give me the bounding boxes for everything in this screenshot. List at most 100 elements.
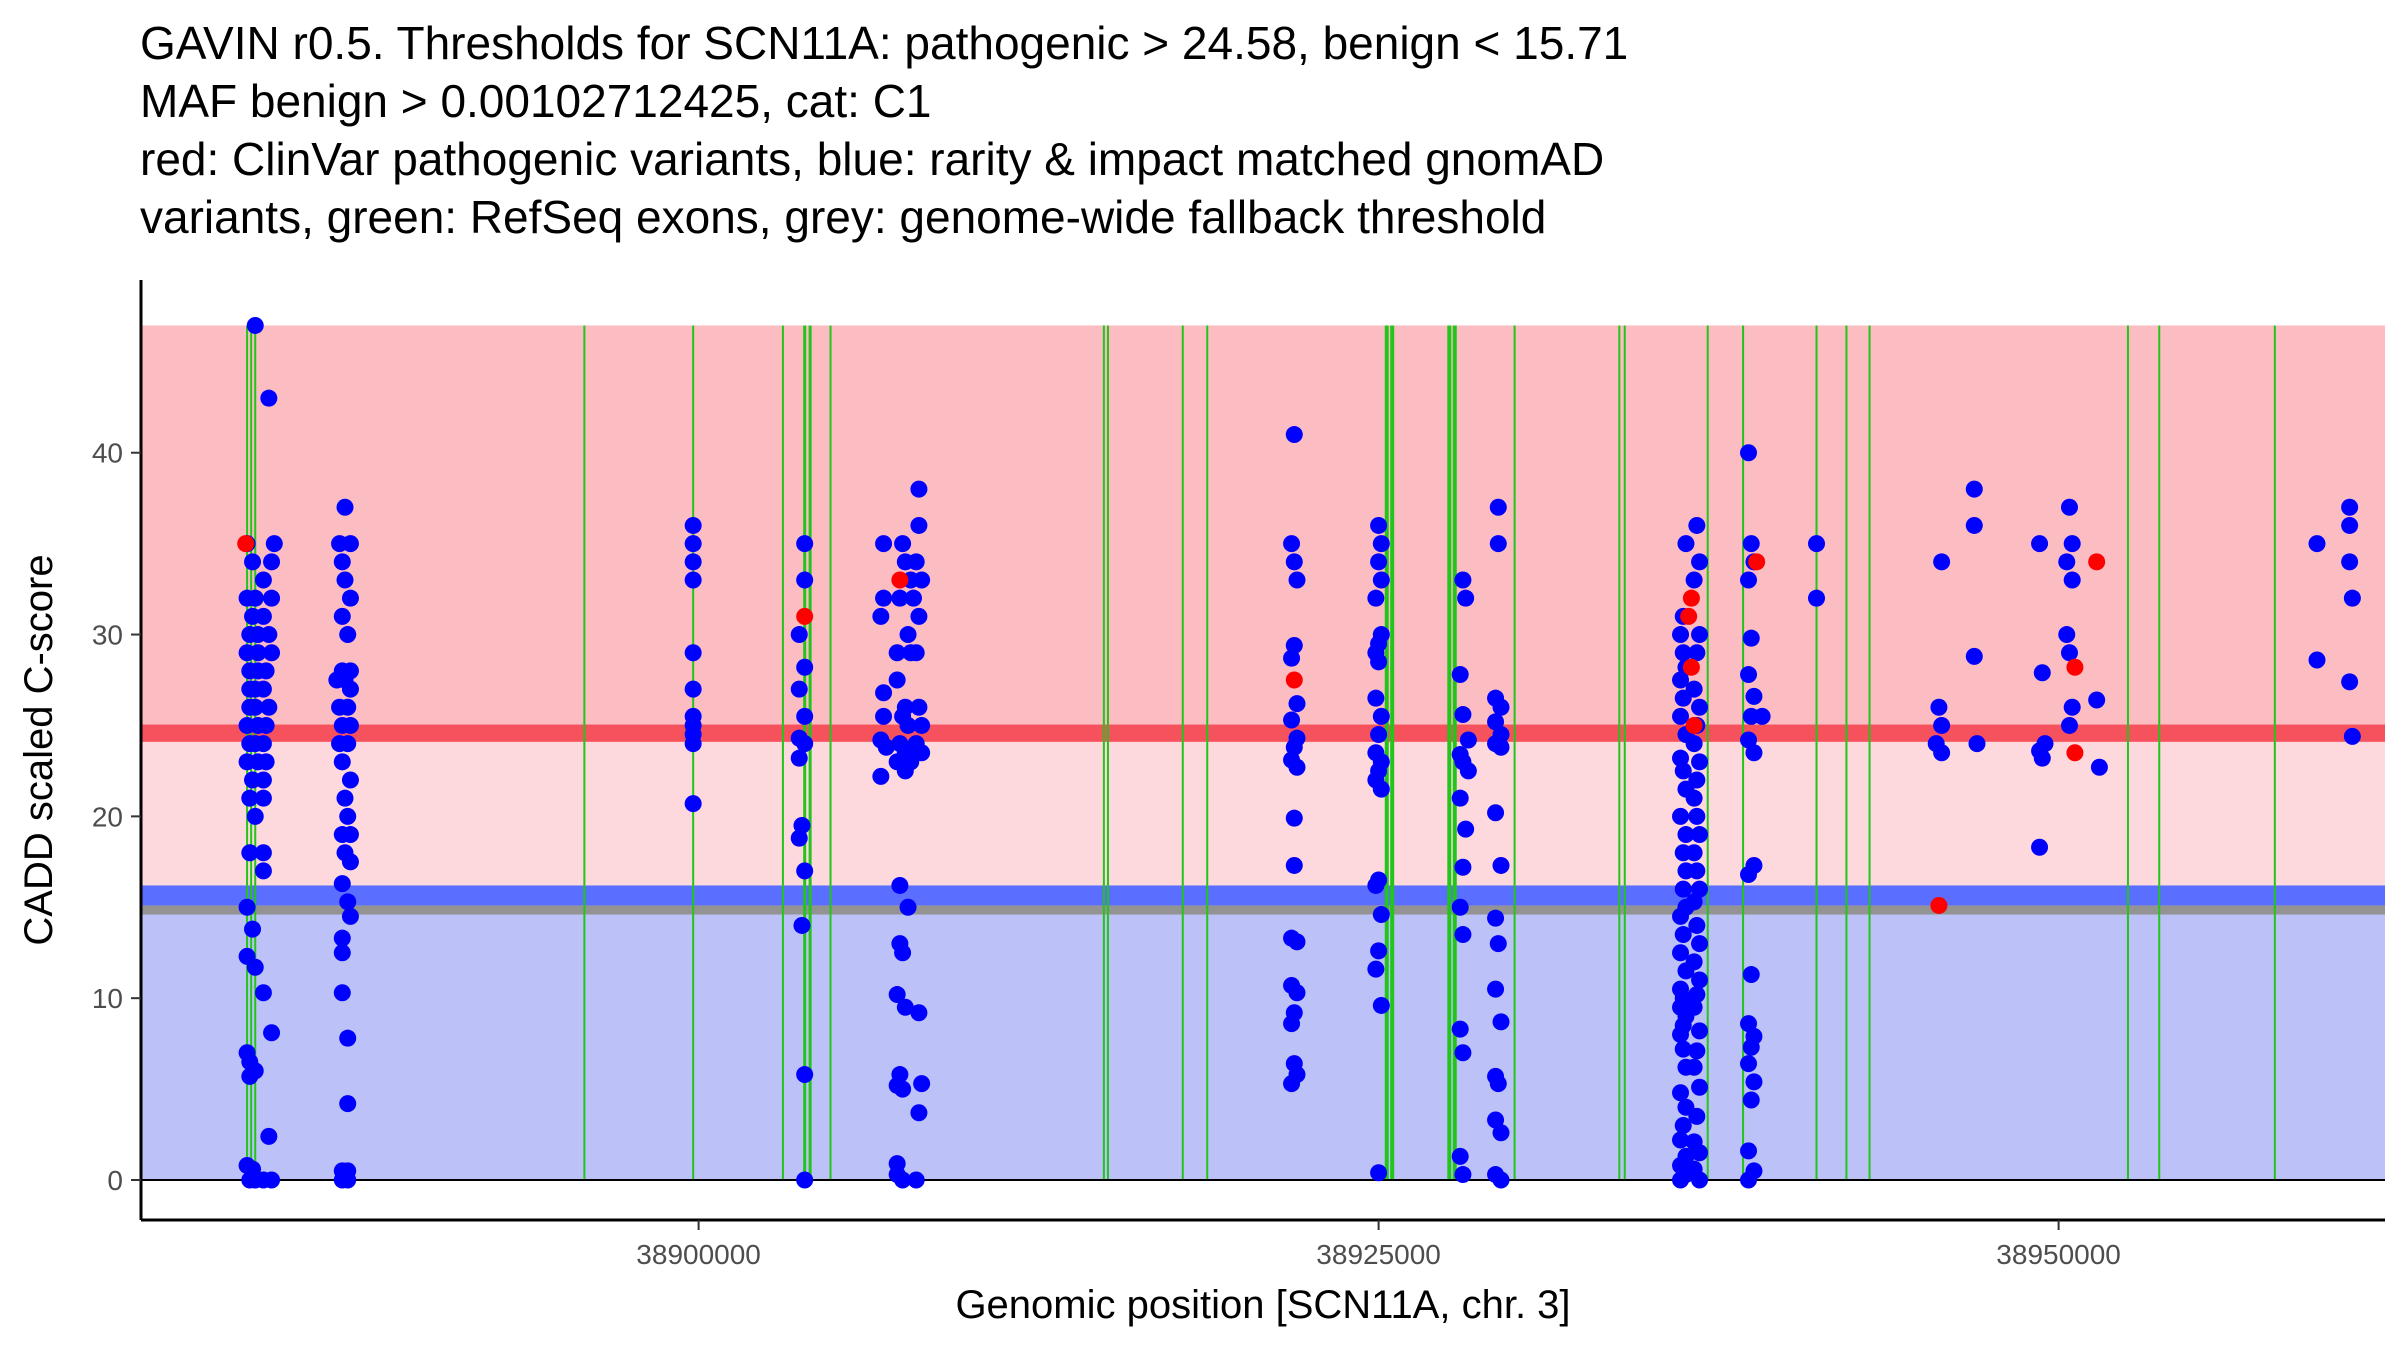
gnomad-point [894, 944, 912, 962]
gnomad-point [1492, 1124, 1510, 1142]
gnomad-point [1283, 649, 1301, 667]
gnomad-point [910, 607, 928, 625]
gnomad-point [2031, 838, 2049, 856]
gnomad-point [333, 944, 351, 962]
gnomad-point [1285, 809, 1303, 827]
gnomad-point [1691, 626, 1709, 644]
gnomad-point [254, 735, 272, 753]
gnomad-point [793, 916, 811, 934]
gnomad-point [1487, 804, 1505, 822]
gnomad-point [1674, 644, 1692, 662]
y-tick-label: 20 [92, 801, 123, 832]
gnomad-point [684, 535, 702, 553]
intermediate-zone [141, 733, 2385, 895]
gnomad-point [1691, 1144, 1709, 1162]
gnomad-point [796, 535, 814, 553]
gnomad-point [1965, 480, 1983, 498]
gnomad-point [1370, 553, 1388, 571]
data-points [237, 316, 2361, 1189]
gnomad-point [336, 789, 354, 807]
gnomad-point [1740, 666, 1758, 684]
gnomad-point [1930, 698, 1948, 716]
gnomad-point [246, 316, 264, 334]
gnomad-point [1288, 758, 1306, 776]
gnomad-point [872, 607, 890, 625]
chart-title-line: variants, green: RefSeq exons, grey: gen… [140, 191, 1547, 243]
gnomad-point [257, 716, 275, 734]
benign-zone [141, 914, 2385, 1180]
gnomad-point [2308, 651, 2326, 669]
gnomad-point [265, 535, 283, 553]
gnomad-point [254, 607, 272, 625]
gnomad-point [2341, 553, 2359, 571]
gnomad-point [1968, 735, 1986, 753]
gnomad-point [1489, 1075, 1507, 1093]
clinvar-point [2066, 658, 2084, 676]
gnomad-point [254, 984, 272, 1002]
clinvar-point [891, 571, 909, 589]
gnomad-point [913, 744, 931, 762]
gnomad-point [1492, 1013, 1510, 1031]
gnomad-point [260, 698, 278, 716]
gnomad-point [1372, 906, 1390, 924]
gnomad-point [684, 644, 702, 662]
gnomad-point [241, 789, 259, 807]
gnomad-point [684, 516, 702, 534]
gnomad-point [1454, 706, 1472, 724]
gnomad-point [260, 626, 278, 644]
clinvar-point [2088, 553, 2106, 571]
gnomad-point [254, 680, 272, 698]
gnomad-point [899, 716, 917, 734]
gnomad-point [1457, 820, 1475, 838]
gnomad-point [1691, 1078, 1709, 1096]
gnomad-point [1672, 907, 1690, 925]
gnomad-point [339, 893, 357, 911]
gnomad-point [2031, 535, 2049, 553]
gnomad-point [899, 626, 917, 644]
gnomad-point [796, 1171, 814, 1189]
gnomad-point [339, 626, 357, 644]
gnomad-point [1283, 1015, 1301, 1033]
gnomad-point [254, 771, 272, 789]
gnomad-point [254, 789, 272, 807]
gnomad-point [1367, 689, 1385, 707]
gnomad-point [1372, 571, 1390, 589]
gnomad-point [1492, 698, 1510, 716]
gnomad-point [1285, 426, 1303, 444]
gnomad-point [244, 920, 262, 938]
pathogenic-zone [141, 325, 2385, 734]
gnomad-point [1367, 589, 1385, 607]
gnomad-point [1454, 1044, 1472, 1062]
gnomad-point [1688, 771, 1706, 789]
gnomad-point [2341, 498, 2359, 516]
gnomad-point [875, 535, 893, 553]
gnomad-point [1487, 980, 1505, 998]
gnomad-point [888, 671, 906, 689]
gnomad-point [1370, 653, 1388, 671]
gnomad-point [2341, 516, 2359, 534]
clinvar-point [796, 607, 814, 625]
gnomad-point [257, 753, 275, 771]
gnomad-point [244, 553, 262, 571]
gnomad-point [1367, 876, 1385, 894]
gnomad-point [1487, 1111, 1505, 1129]
gnomad-point [896, 762, 914, 780]
gnomad-point [1691, 753, 1709, 771]
y-axis-label: CADD scaled C-score [17, 554, 61, 945]
gnomad-point [1285, 738, 1303, 756]
gnomad-point [1288, 571, 1306, 589]
gnomad-point [341, 771, 359, 789]
gnomad-point [684, 571, 702, 589]
gnomad-point [1487, 909, 1505, 927]
gnomad-point [1688, 644, 1706, 662]
gnomad-point [2060, 498, 2078, 516]
gnomad-point [1672, 626, 1690, 644]
gnomad-point [1677, 826, 1695, 844]
gnomad-point [1454, 926, 1472, 944]
gnomad-point [904, 589, 922, 607]
gnomad-point [246, 958, 264, 976]
gnomad-point [796, 707, 814, 725]
gnomad-point [790, 680, 808, 698]
gnomad-point [1742, 535, 1760, 553]
gnomad-point [1685, 789, 1703, 807]
